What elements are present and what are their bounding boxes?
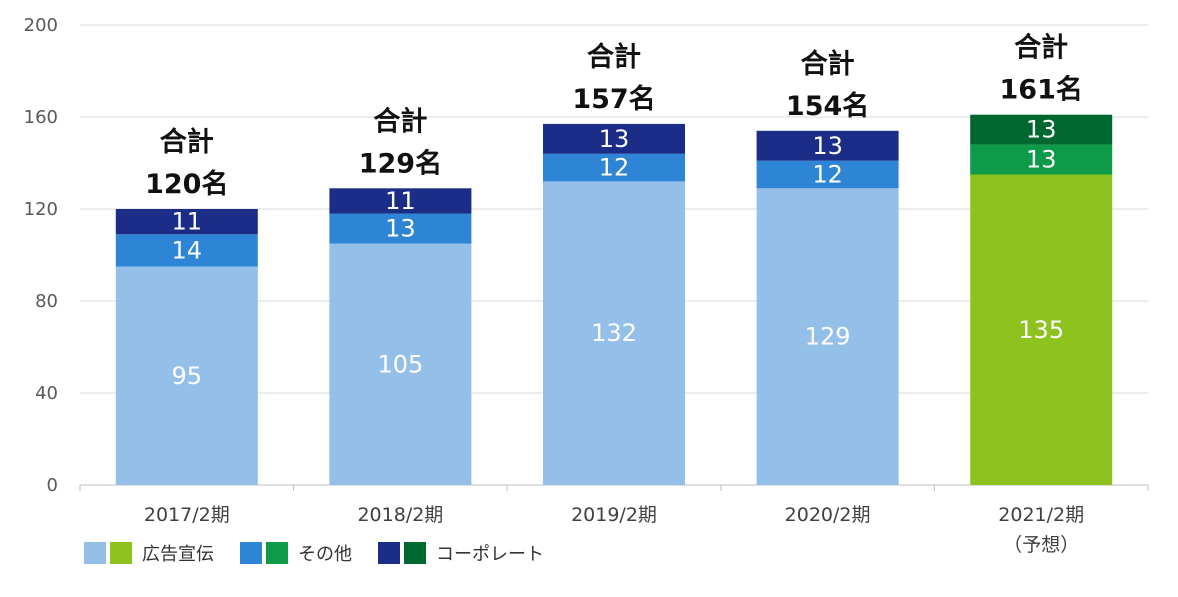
- bar-segment-other: [970, 144, 1113, 175]
- bar-segment-other: [115, 234, 258, 267]
- data-label-advertising: 129: [805, 323, 851, 351]
- bar-segment-other: [329, 213, 472, 244]
- bars: 951411合計120名1051311合計129名1321213合計157名12…: [115, 32, 1113, 486]
- bar-segment-corporate: [970, 114, 1113, 145]
- legend-swatch-advertising-actual: [84, 542, 106, 564]
- data-label-corporate: 11: [385, 187, 416, 215]
- data-label-other: 12: [599, 154, 630, 182]
- bar-segment-advertising: [329, 243, 472, 485]
- legend-label-corporate: コーポレート: [436, 544, 544, 565]
- total-label-heading: 合計: [373, 105, 427, 137]
- y-axis: 0 40 80 120 160 200: [24, 15, 58, 496]
- data-label-advertising: 95: [172, 362, 203, 390]
- x-category-label: 2021/2期: [998, 504, 1084, 526]
- legend-label-advertising: 広告宣伝: [142, 544, 214, 565]
- total-label-value: 157名: [572, 83, 655, 115]
- legend-item-advertising: 広告宣伝: [84, 540, 214, 566]
- data-label-advertising: 132: [591, 319, 637, 347]
- x-category-label: 2020/2期: [785, 504, 871, 526]
- x-category-label: 2019/2期: [571, 504, 657, 526]
- x-category-label: 2018/2期: [357, 504, 443, 526]
- bar-segment-corporate: [543, 123, 685, 154]
- y-tick-label: 200: [24, 15, 58, 36]
- x-category-sublabel: （予想）: [1003, 534, 1079, 556]
- total-label-value: 154名: [786, 90, 869, 122]
- legend-swatch-advertising-forecast: [110, 542, 132, 564]
- data-label-other: 13: [385, 215, 416, 243]
- data-label-other: 13: [1026, 146, 1057, 174]
- legend-swatch-other-forecast: [266, 542, 288, 564]
- total-label-heading: 合計: [801, 48, 855, 80]
- total-label-value: 120名: [145, 168, 228, 200]
- data-label-other: 14: [172, 236, 203, 264]
- legend-swatch-other-actual: [240, 542, 262, 564]
- data-label-corporate: 11: [172, 208, 203, 236]
- legend-item-corporate: コーポレート: [378, 540, 544, 566]
- legend-swatch-corporate-actual: [378, 542, 400, 564]
- data-label-corporate: 13: [599, 125, 630, 153]
- total-label-value: 129名: [359, 147, 442, 179]
- legend-item-other: その他: [240, 540, 352, 566]
- y-tick-label: 40: [35, 383, 58, 404]
- y-tick-label: 160: [24, 107, 58, 128]
- bar-segment-corporate: [329, 188, 472, 214]
- data-label-other: 12: [812, 161, 843, 189]
- y-tick-label: 120: [24, 199, 58, 220]
- data-label-corporate: 13: [812, 132, 843, 160]
- legend: 広告宣伝 その他 コーポレート: [84, 540, 570, 566]
- bar-segment-other: [543, 153, 685, 182]
- data-label-corporate: 13: [1026, 116, 1057, 144]
- bar-segment-advertising: [970, 174, 1113, 485]
- total-label-value: 161名: [1000, 74, 1083, 106]
- bar-segment-advertising: [756, 188, 899, 486]
- bar-segment-corporate: [756, 130, 899, 161]
- bar-segment-advertising: [115, 266, 258, 485]
- legend-label-other: その他: [298, 544, 352, 565]
- total-label-heading: 合計: [587, 41, 641, 73]
- x-axis: 2017/2期 2018/2期 2019/2期 2020/2期 2021/2期 （予想）: [79, 485, 1149, 556]
- total-label-heading: 合計: [160, 126, 214, 158]
- total-label-heading: 合計: [1014, 32, 1068, 64]
- bar-segment-advertising: [543, 181, 685, 485]
- data-label-advertising: 135: [1018, 316, 1064, 344]
- legend-swatch-corporate-forecast: [404, 542, 426, 564]
- bar-segment-corporate: [115, 209, 258, 235]
- y-tick-label: 80: [35, 291, 58, 312]
- x-category-label: 2017/2期: [144, 504, 230, 526]
- bar-segment-other: [756, 160, 899, 189]
- y-tick-label: 0: [47, 475, 58, 496]
- data-label-advertising: 105: [377, 350, 423, 378]
